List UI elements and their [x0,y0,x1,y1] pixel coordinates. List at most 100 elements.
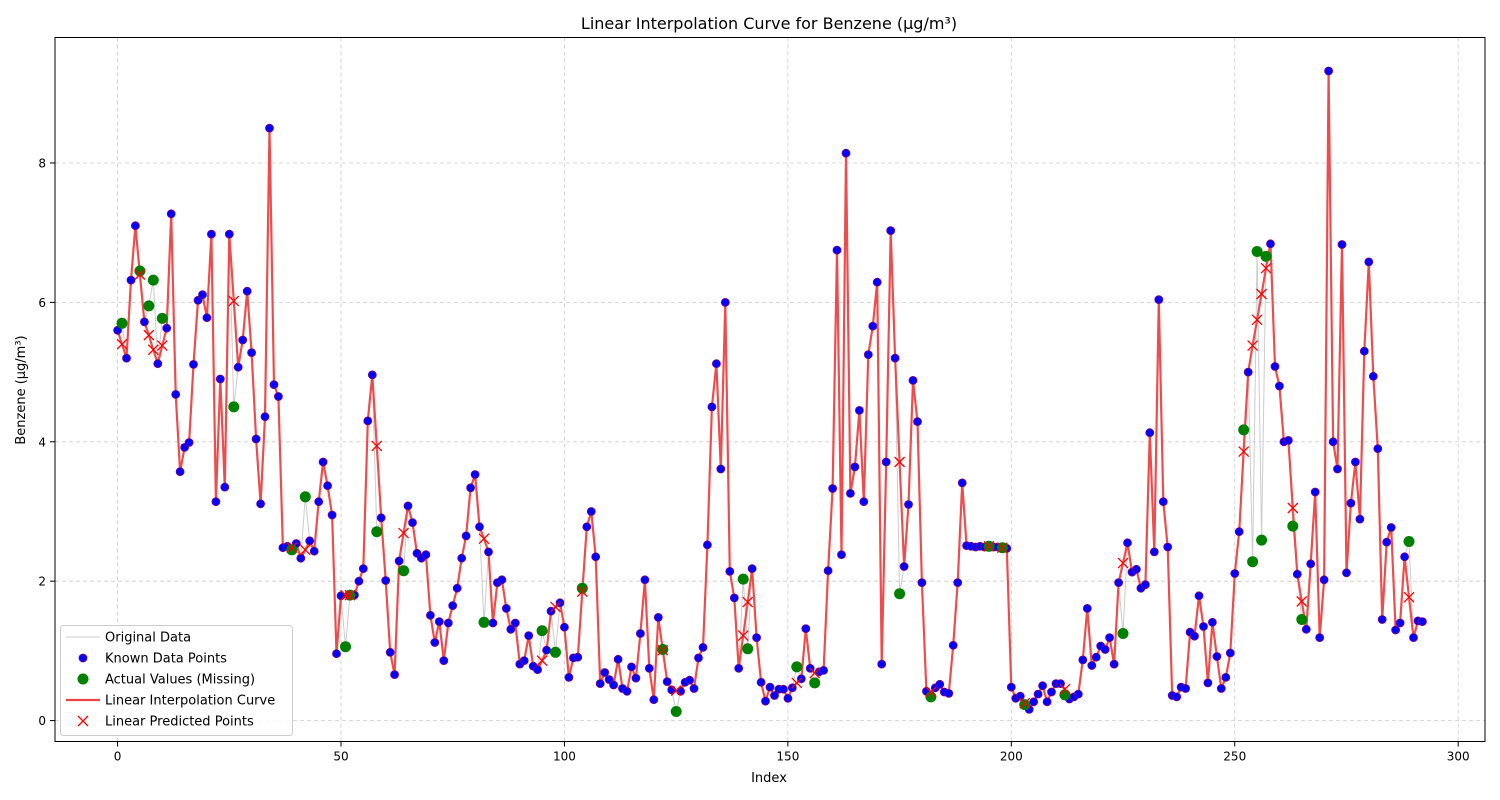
actual-missing-point [1256,534,1268,546]
predicted-point [116,338,128,350]
plot-frame [54,37,1486,742]
x-tick-label: 300 [1447,750,1470,764]
known-point [175,467,185,477]
known-point [846,488,855,498]
legend-label: Original Data [105,631,191,646]
known-point [1006,682,1016,692]
known-point [385,647,395,657]
predicted-point [398,527,410,539]
known-point [1368,371,1378,381]
known-point [461,531,471,541]
known-point [564,673,574,682]
known-point [506,624,516,634]
known-point [1355,514,1365,524]
known-point [1324,66,1333,76]
known-point [434,617,444,626]
known-point [1158,497,1168,507]
actual-missing-point [925,691,937,703]
known-point [1359,346,1369,356]
known-point [1301,624,1311,634]
known-point [215,374,225,384]
legend-label: Linear Predicted Points [105,715,254,730]
actual-missing-point [809,677,821,689]
known-point [542,645,551,655]
known-point [560,622,569,632]
actual-missing-point [1403,536,1415,547]
known-point [765,682,775,692]
predicted-point [983,540,995,552]
known-point [211,497,221,507]
actual-missing-point [156,312,168,324]
actual-missing-point [371,526,383,538]
actual-missing-point [398,565,410,577]
known-point [1400,552,1409,562]
known-point [698,643,708,652]
known-point [247,348,257,358]
known-point [318,457,328,467]
predicted-point [536,655,548,667]
known-point [685,675,694,685]
known-point [1172,692,1182,702]
known-point [636,629,645,638]
known-point [1082,604,1092,613]
x-tick-label: 0 [114,750,122,764]
known-point [376,513,386,523]
predicted-point [996,542,1008,554]
actual-missing-point [1287,520,1299,532]
known-point [1042,697,1052,707]
predicted-point [1019,697,1031,709]
known-point [1391,625,1400,635]
known-point [1212,652,1222,661]
predicted-point [143,329,155,341]
known-point [899,562,909,571]
actual-missing-point [742,643,754,655]
known-point [273,392,283,401]
known-point [689,684,699,693]
known-point [644,663,654,673]
known-point [1047,687,1056,697]
known-point [1181,684,1190,693]
x-axis-label: Index [751,771,787,786]
known-point [354,576,364,586]
known-point [908,375,918,385]
actual-missing-point [286,544,298,556]
known-point [269,380,279,390]
known-point [1216,684,1226,693]
actual-missing-point [550,646,561,658]
predicted-point [1238,446,1250,457]
gridlines [55,37,1485,742]
known-point [1091,652,1101,662]
actual-missing-point [143,300,155,312]
known-point [256,499,266,509]
known-point [850,462,860,472]
y-tick-label: 6 [38,296,46,310]
known-point [425,610,435,620]
y-tick-label: 0 [38,714,46,728]
predicted-point [1247,340,1259,352]
known-point [752,633,761,642]
known-point [935,679,945,689]
known-point [403,501,413,511]
known-point [1208,617,1217,627]
known-point [863,350,873,360]
known-point [828,484,837,493]
known-point [1190,631,1199,641]
known-point [886,226,896,236]
known-point [823,566,833,576]
y-tick-label: 4 [38,435,46,449]
known-point [720,297,730,307]
actual-missing-point [116,317,128,329]
known-point [881,457,891,467]
known-point [868,321,878,331]
known-point [1395,618,1405,628]
known-point [770,691,779,700]
known-point [747,564,757,573]
known-point [734,663,744,673]
y-axis-ticks: 0 2 4 6 8 [38,156,55,728]
actual-missing-point [894,588,906,600]
known-point [1141,580,1150,590]
known-point [323,481,333,491]
actual-missing-point [670,706,682,717]
known-point [466,483,476,493]
known-point [1114,578,1123,587]
